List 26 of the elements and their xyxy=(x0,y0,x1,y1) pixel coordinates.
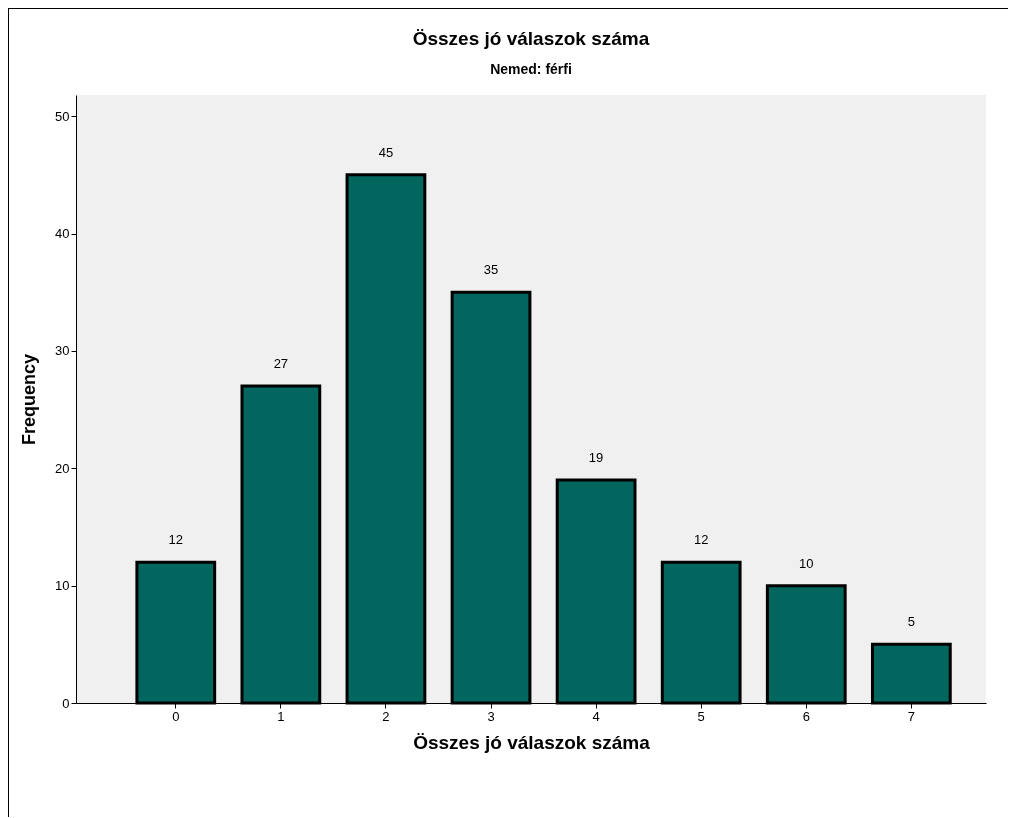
y-tick-label: 10 xyxy=(55,578,70,594)
x-tick-label: 1 xyxy=(277,708,285,724)
y-tick-label: 20 xyxy=(55,460,70,476)
data-label: 35 xyxy=(483,262,499,278)
chart-subtitle: Nemed: férfi xyxy=(490,61,572,77)
data-label: 12 xyxy=(168,532,184,548)
y-tick-label: 0 xyxy=(62,695,70,711)
x-axis-title: Összes jó válaszok száma xyxy=(413,731,651,753)
y-tick-label: 40 xyxy=(55,226,70,241)
data-label: 10 xyxy=(799,555,814,571)
x-tick-label: 0 xyxy=(172,708,180,724)
x-tick-label: 2 xyxy=(382,708,390,724)
y-tick-label: 30 xyxy=(55,343,70,359)
x-tick-label: 7 xyxy=(907,708,915,724)
x-tick-label: 6 xyxy=(802,708,810,724)
x-tick-label: 4 xyxy=(592,708,600,724)
data-label: 19 xyxy=(588,449,604,465)
y-tick-label: 50 xyxy=(55,108,70,124)
x-tick-label: 3 xyxy=(487,708,495,724)
data-label: 5 xyxy=(907,614,915,630)
y-axis-title: Frequency xyxy=(19,353,40,446)
data-label: 45 xyxy=(378,144,394,160)
data-label: 27 xyxy=(273,356,289,372)
x-tick-label: 5 xyxy=(697,708,705,724)
data-label: 12 xyxy=(693,532,709,548)
chart-title: Összes jó válaszok száma xyxy=(412,28,650,49)
